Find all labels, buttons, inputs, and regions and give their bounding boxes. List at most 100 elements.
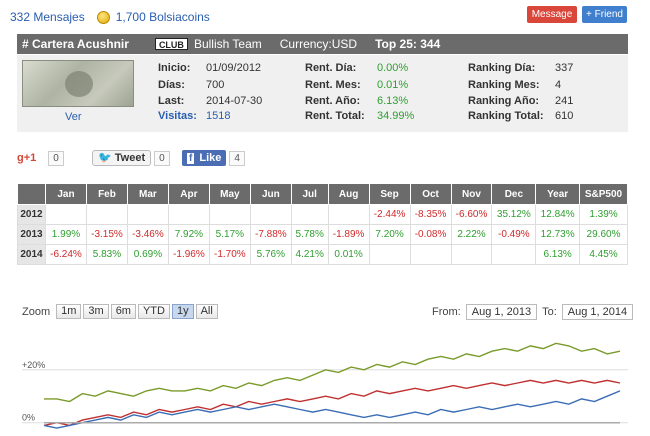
- performance-chart: +20% 0%: [22, 342, 628, 429]
- info-label-rent-total: Rent. Total:: [305, 110, 365, 122]
- to-date-input[interactable]: Aug 1, 2014: [561, 304, 634, 320]
- table-cell: -1.96%: [167, 244, 210, 265]
- row-year: 2014: [17, 244, 46, 265]
- table-cell: 0.69%: [126, 244, 169, 265]
- table-cell: -6.60%: [450, 204, 493, 225]
- table-cell: -6.24%: [45, 244, 87, 265]
- table-header-oct: Oct: [409, 183, 452, 205]
- mensajes-link[interactable]: 332 Mensajes: [10, 10, 85, 24]
- tweet-label: Tweet: [114, 152, 146, 164]
- table-cell: 7.20%: [368, 224, 411, 245]
- table-cell: -3.46%: [126, 224, 169, 245]
- table-cell: 0.01%: [327, 244, 370, 265]
- table-cell: [85, 204, 128, 225]
- series-line-0: [44, 342, 621, 403]
- info-value-dias: 700: [206, 79, 225, 91]
- profile-image[interactable]: [22, 60, 134, 107]
- table-header-dec: Dec: [491, 183, 537, 205]
- table-cell: 5.17%: [208, 224, 251, 245]
- info-label-visitas[interactable]: Visitas:: [158, 110, 197, 122]
- gplus-button[interactable]: g+1: [17, 152, 37, 164]
- tweet-button[interactable]: 🐦 Tweet: [92, 150, 152, 166]
- row-year: 2013: [17, 224, 46, 245]
- table-header-row: Jan Feb Mar Apr May Jun Jul Aug Sep Oct Nov Dec Year…: [17, 183, 628, 205]
- table-cell: 6.13%: [535, 244, 581, 265]
- table-cell: [249, 204, 292, 225]
- table-header-year: Year: [535, 183, 581, 205]
- info-value-visitas: 1518: [206, 110, 231, 122]
- table-cell: [167, 204, 210, 225]
- table-cell: -7.88%: [249, 224, 292, 245]
- row-year: 2012: [17, 204, 46, 225]
- info-value-rent-mes: 0.01%: [377, 79, 409, 91]
- info-value-ranking-ano: 241: [555, 95, 574, 107]
- table-cell: 12.73%: [535, 224, 581, 245]
- to-label: To:: [542, 306, 557, 318]
- table-header-sp500: S&P500: [579, 183, 628, 205]
- table-header-year: [17, 183, 46, 205]
- zoom-button-1y[interactable]: 1y: [171, 304, 194, 319]
- table-cell: -0.49%: [491, 224, 537, 245]
- table-cell: [368, 244, 411, 265]
- table-header-jun: Jun: [249, 183, 292, 205]
- portfolio-title: # Cartera Acushnir: [22, 37, 129, 51]
- info-label-ranking-mes: Ranking Mes:: [468, 79, 540, 91]
- table-cell: 1.39%: [579, 204, 628, 225]
- zoom-button-6m[interactable]: 6m: [110, 304, 136, 319]
- info-label-last: Last:: [158, 95, 185, 107]
- table-header-jul: Jul: [290, 183, 329, 205]
- ver-link[interactable]: Ver: [65, 111, 82, 123]
- table-cell: [45, 204, 87, 225]
- info-value-ranking-mes: 4: [555, 79, 562, 91]
- gplus-widget: g+1 0: [17, 150, 64, 166]
- facebook-icon: f: [187, 153, 195, 164]
- table-cell: [409, 244, 452, 265]
- table-cell: 35.12%: [491, 204, 537, 225]
- info-label-ranking-total: Ranking Total:: [468, 110, 544, 122]
- top-bar: 332 Mensajes 1,700 Bolsiacoins: [10, 9, 210, 25]
- currency-label: Currency:USD: [279, 37, 358, 51]
- table-header-feb: Feb: [85, 183, 128, 205]
- monthly-returns-table: Jan Feb Mar Apr May Jun Jul Aug Sep Oct Nov Dec Year…: [17, 183, 628, 265]
- table-header-aug: Aug: [327, 183, 370, 205]
- info-label-inicio: Inicio:: [158, 62, 191, 74]
- table-header-jan: Jan: [45, 183, 87, 205]
- info-value-rent-ano: 6.13%: [377, 95, 409, 107]
- info-label-ranking-dia: Ranking Día:: [468, 62, 536, 74]
- table-cell: 1.99%: [45, 224, 87, 245]
- table-cell: 29.60%: [579, 224, 628, 245]
- zoom-button-1m[interactable]: 1m: [56, 304, 82, 319]
- top25-rank: Top 25: 344: [375, 37, 441, 51]
- zoom-button-all[interactable]: All: [195, 304, 218, 319]
- table-cell: 7.92%: [167, 224, 210, 245]
- info-value-rent-total: 34.99%: [377, 110, 415, 122]
- table-header-may: May: [208, 183, 251, 205]
- table-row: 2013 1.99% -3.15% -3.46% 7.92% 5.17% -7.88% 5.7…: [17, 224, 628, 245]
- like-label: Like: [199, 152, 222, 164]
- table-cell: [290, 204, 329, 225]
- series-line-1: [43, 379, 621, 427]
- tweet-count: 0: [154, 150, 170, 166]
- from-date-input[interactable]: Aug 1, 2013: [465, 304, 538, 320]
- table-cell: [491, 244, 537, 265]
- facebook-like-button[interactable]: f Like: [182, 150, 227, 166]
- like-widget: f Like 4: [182, 150, 245, 166]
- zoom-button-ytd[interactable]: YTD: [137, 304, 170, 319]
- table-cell: -2.44%: [368, 204, 411, 225]
- info-value-ranking-dia: 337: [555, 62, 574, 74]
- message-button[interactable]: Message: [527, 6, 577, 23]
- portrait-shape: [65, 71, 93, 97]
- table-cell: -1.70%: [208, 244, 251, 265]
- date-range: From: Aug 1, 2013 To: Aug 1, 2014: [432, 304, 634, 320]
- table-cell: 5.78%: [290, 224, 329, 245]
- table-cell: 4.45%: [579, 244, 628, 265]
- from-label: From:: [432, 306, 461, 318]
- info-label-rent-dia: Rent. Día:: [305, 62, 357, 74]
- zoom-button-3m[interactable]: 3m: [83, 304, 109, 319]
- y-tick-label: 0%: [22, 413, 35, 423]
- table-cell: [327, 204, 370, 225]
- add-friend-button[interactable]: + Friend: [582, 6, 627, 23]
- info-label-dias: Días:: [158, 79, 185, 91]
- table-cell: -3.15%: [85, 224, 128, 245]
- bolsiacoins-link[interactable]: 1,700 Bolsiacoins: [115, 10, 210, 24]
